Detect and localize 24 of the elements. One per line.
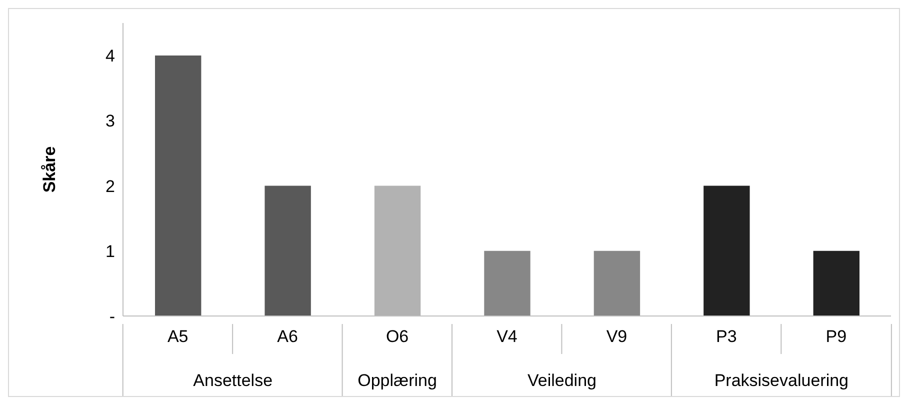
x-tick-label: O6 xyxy=(386,327,409,346)
bar xyxy=(374,186,421,316)
x-tick-label: P9 xyxy=(826,327,847,346)
bar xyxy=(594,250,640,316)
text: Opplæring xyxy=(358,371,437,390)
x-tick-label: A6 xyxy=(277,327,298,346)
x-tick-label: V4 xyxy=(496,327,518,346)
text: Ansettelse xyxy=(193,371,273,390)
text: Praksisevaluering xyxy=(714,371,849,390)
x-tick-label: A5 xyxy=(167,327,188,346)
y-tick-label: 2 xyxy=(106,176,115,196)
y-tick-label: 4 xyxy=(106,46,115,66)
bar xyxy=(704,186,750,316)
bar xyxy=(484,250,530,316)
y-tick-label: 1 xyxy=(106,242,115,261)
x-tick-label: P3 xyxy=(716,327,737,346)
y-tick-label: - xyxy=(109,307,115,326)
y-axis-title: Skåre xyxy=(40,146,60,193)
text: Veileding xyxy=(527,371,597,390)
bar xyxy=(813,250,860,316)
bar xyxy=(264,186,311,316)
x-tick-label: V9 xyxy=(606,327,628,346)
bar xyxy=(155,56,202,316)
y-tick-label: 3 xyxy=(106,112,115,131)
